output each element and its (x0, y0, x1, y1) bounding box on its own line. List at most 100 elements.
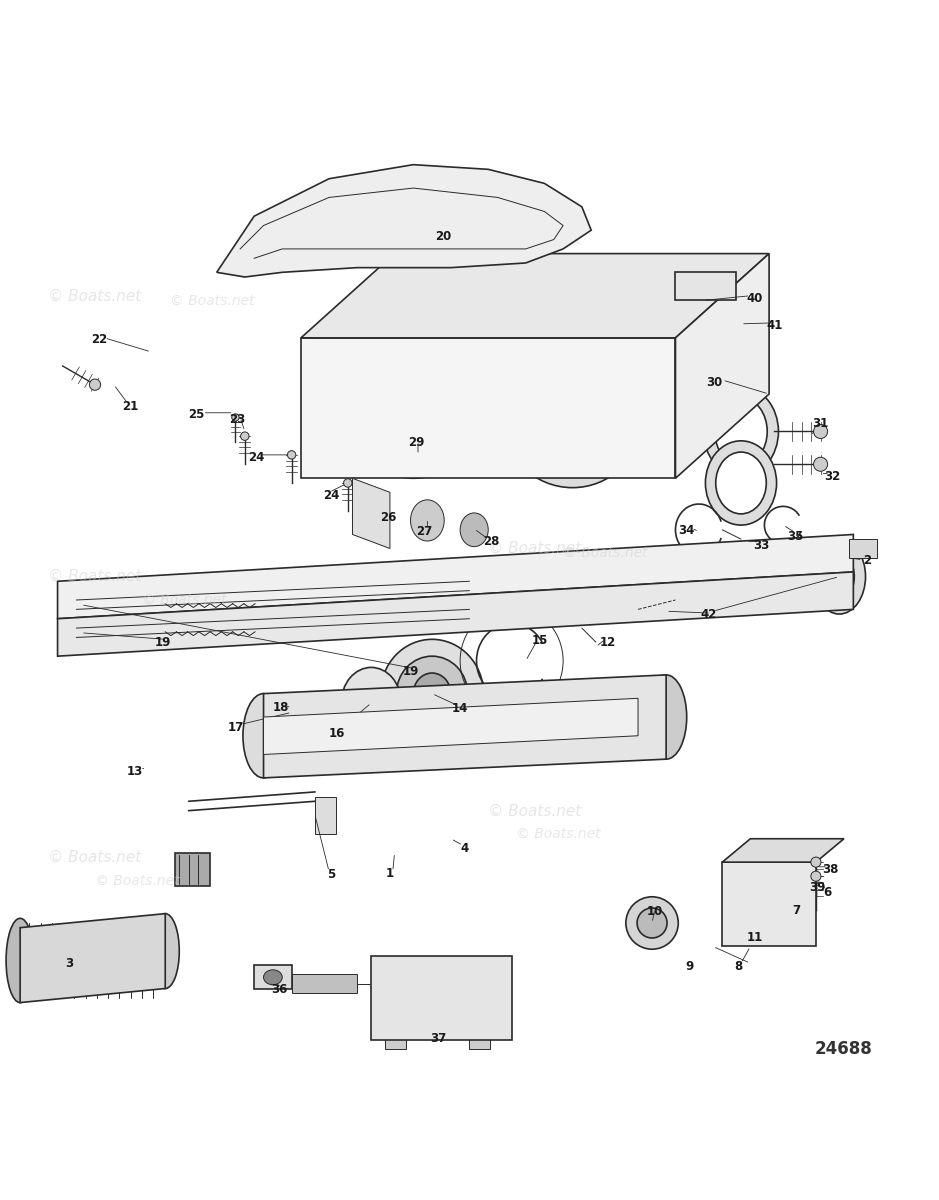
Ellipse shape (410, 500, 444, 541)
Bar (470, 1038, 490, 1049)
Text: 18: 18 (272, 701, 288, 714)
Text: © Boats.net: © Boats.net (563, 546, 648, 560)
Ellipse shape (824, 553, 854, 600)
Text: © Boats.net: © Boats.net (48, 288, 142, 304)
Polygon shape (57, 572, 854, 656)
Text: © Boats.net: © Boats.net (48, 850, 142, 865)
Text: 7: 7 (793, 905, 800, 917)
Bar (746, 906, 755, 923)
Ellipse shape (716, 452, 766, 514)
Text: 8: 8 (734, 960, 743, 973)
Bar (774, 906, 783, 923)
Polygon shape (849, 539, 877, 558)
Text: 24688: 24688 (815, 1040, 873, 1058)
Text: © Boats.net: © Boats.net (48, 569, 142, 584)
Ellipse shape (396, 656, 468, 731)
Text: 16: 16 (329, 727, 345, 740)
Text: 30: 30 (707, 377, 723, 389)
Text: 28: 28 (483, 535, 500, 548)
Polygon shape (57, 534, 854, 619)
Text: 27: 27 (416, 526, 433, 538)
Polygon shape (371, 955, 512, 1040)
Polygon shape (301, 253, 769, 338)
Polygon shape (722, 839, 844, 862)
Bar (292, 974, 357, 994)
Text: 20: 20 (435, 230, 452, 244)
Text: 10: 10 (647, 905, 663, 918)
Text: 25: 25 (188, 408, 205, 421)
Text: 5: 5 (327, 868, 335, 881)
Text: © Boats.net: © Boats.net (488, 541, 581, 556)
Ellipse shape (813, 539, 866, 614)
Polygon shape (722, 862, 816, 947)
Text: 33: 33 (753, 539, 770, 552)
Circle shape (240, 432, 249, 440)
Circle shape (232, 414, 239, 421)
Ellipse shape (276, 696, 299, 719)
Text: 38: 38 (822, 863, 839, 876)
Text: © Boats.net: © Boats.net (610, 265, 695, 280)
Polygon shape (264, 698, 638, 755)
Text: 24: 24 (248, 451, 264, 464)
Ellipse shape (264, 970, 283, 985)
Text: 2: 2 (863, 554, 871, 568)
Text: 29: 29 (408, 437, 424, 449)
Ellipse shape (715, 397, 767, 466)
Ellipse shape (407, 442, 429, 468)
Text: 17: 17 (227, 721, 243, 734)
Ellipse shape (413, 673, 451, 714)
Circle shape (813, 425, 827, 438)
Text: 19: 19 (154, 636, 171, 649)
Ellipse shape (460, 512, 488, 547)
Ellipse shape (637, 908, 667, 938)
Ellipse shape (764, 888, 793, 911)
Ellipse shape (736, 888, 764, 911)
Polygon shape (301, 338, 675, 479)
Polygon shape (352, 479, 390, 548)
Text: © Boats.net: © Boats.net (170, 294, 254, 307)
Bar (610, 581, 666, 610)
Circle shape (811, 871, 821, 881)
Ellipse shape (694, 281, 709, 292)
Text: 14: 14 (452, 702, 469, 715)
Text: 15: 15 (531, 634, 547, 647)
Text: 34: 34 (679, 524, 695, 538)
Ellipse shape (380, 640, 484, 748)
Ellipse shape (71, 626, 90, 640)
Text: 13: 13 (127, 764, 144, 778)
Circle shape (89, 379, 100, 390)
Ellipse shape (341, 667, 401, 738)
Text: © Boats.net: © Boats.net (488, 803, 581, 818)
Bar (175, 853, 210, 886)
Text: 9: 9 (685, 960, 694, 973)
Text: 23: 23 (229, 413, 245, 426)
Text: 37: 37 (430, 1032, 447, 1045)
Bar (385, 1038, 406, 1049)
Text: 12: 12 (600, 636, 616, 649)
Text: 1: 1 (386, 866, 394, 880)
Text: 42: 42 (700, 608, 716, 622)
Text: 4: 4 (461, 841, 469, 854)
Ellipse shape (626, 896, 678, 949)
Ellipse shape (243, 694, 285, 778)
Text: 19: 19 (402, 665, 419, 678)
Polygon shape (675, 253, 769, 479)
Ellipse shape (518, 364, 627, 472)
Ellipse shape (703, 386, 778, 476)
Circle shape (811, 857, 821, 868)
Text: 24: 24 (323, 488, 339, 502)
Circle shape (287, 451, 296, 460)
Circle shape (344, 479, 352, 487)
Text: 21: 21 (122, 400, 139, 413)
PathPatch shape (217, 164, 592, 277)
Text: 39: 39 (809, 881, 826, 894)
Text: 11: 11 (747, 930, 763, 943)
Ellipse shape (645, 674, 686, 760)
Text: 41: 41 (766, 319, 783, 332)
Ellipse shape (71, 598, 90, 611)
Text: 35: 35 (787, 530, 804, 542)
Ellipse shape (352, 356, 474, 479)
Polygon shape (264, 674, 666, 778)
Text: © Boats.net: © Boats.net (142, 593, 226, 607)
Ellipse shape (151, 913, 179, 989)
